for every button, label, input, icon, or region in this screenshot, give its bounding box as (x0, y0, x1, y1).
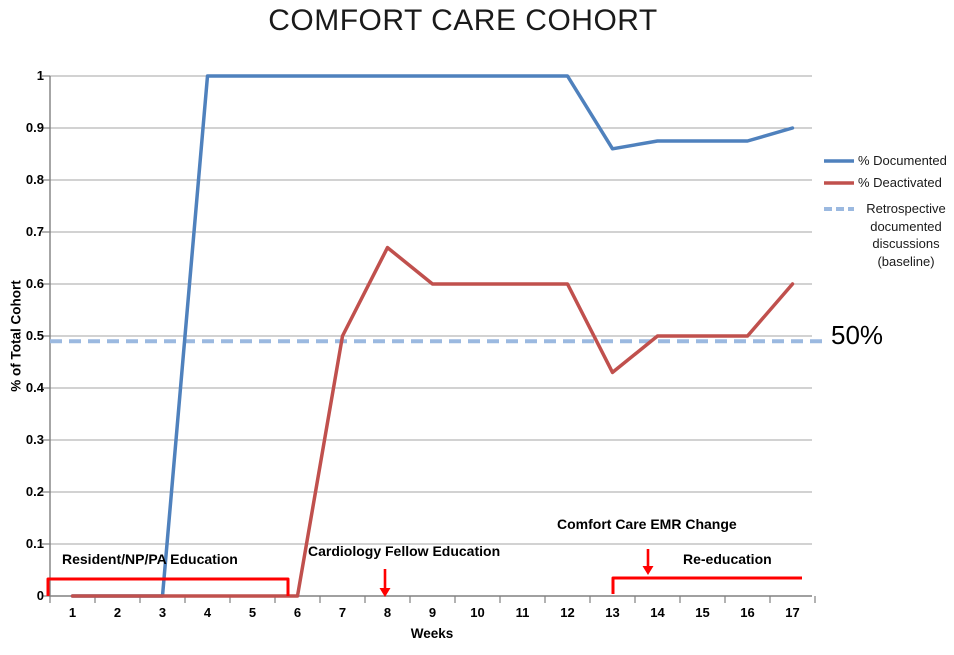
series-line-documented (70, 74, 795, 598)
x-axis-title: Weeks (410, 626, 454, 641)
annotation-comfort-care-emr-change: Comfort Care EMR Change (557, 516, 737, 532)
x-tick-label: 9 (428, 605, 437, 620)
x-tick-label: 12 (560, 605, 575, 620)
legend-item-baseline: Retrospective documented discussions (ba… (823, 200, 954, 270)
x-tick-label: 13 (605, 605, 620, 620)
legend-label-documented: % Documented (858, 153, 947, 168)
x-tick-label: 11 (515, 605, 530, 620)
x-tick-label: 16 (740, 605, 755, 620)
y-tick-label: 0.6 (25, 276, 44, 291)
y-tick-label: 0.4 (25, 380, 44, 395)
cardiology-education-arrow-head (379, 588, 391, 597)
y-tick-label: 0.3 (25, 432, 44, 447)
y-axis-title: % of Total Cohort (8, 280, 24, 392)
annotation-cardiology-fellow-education: Cardiology Fellow Education (308, 543, 501, 559)
x-tick-label: 5 (248, 605, 257, 620)
y-tick-label: 1 (36, 68, 44, 83)
y-tick-label: 0.5 (25, 328, 44, 343)
legend-dashed-line-icon (824, 207, 854, 211)
x-tick-label: 17 (785, 605, 800, 620)
y-tick-label: 0.7 (25, 224, 44, 239)
legend-item-deactivated: % Deactivated (823, 174, 942, 191)
baseline-value-label: 50% (831, 320, 884, 350)
chart-title: COMFORT CARE COHORT (268, 4, 658, 37)
y-tick-label: 0.2 (25, 484, 44, 499)
x-tick-label: 6 (293, 605, 302, 620)
x-tick-label: 8 (383, 605, 392, 620)
emr-change-arrow-head (642, 566, 654, 575)
y-tick-label: 0.1 (25, 536, 44, 551)
x-tick-label: 14 (650, 605, 665, 620)
series-line-deactivated (70, 245, 795, 598)
x-tick-label: 1 (68, 605, 77, 620)
legend-item-documented: % Documented (823, 152, 947, 169)
x-tick-label: 15 (695, 605, 710, 620)
x-tick-label: 7 (338, 605, 347, 620)
legend-label-deactivated: % Deactivated (858, 175, 942, 190)
y-tick-label: 0.8 (25, 172, 44, 187)
x-tick-label: 10 (470, 605, 485, 620)
y-tick-label: 0 (36, 588, 44, 603)
legend-label-baseline: Retrospective documented discussions (ba… (866, 201, 946, 269)
annotation-resident-education: Resident/NP/PA Education (62, 551, 238, 567)
x-tick-label: 3 (158, 605, 167, 620)
x-tick-label: 2 (113, 605, 122, 620)
x-tick-label: 4 (203, 605, 212, 620)
re-education-bracket (611, 576, 802, 594)
annotation-re-education: Re-education (683, 551, 772, 567)
legend-line-deactivated-icon (824, 180, 854, 185)
y-tick-label: 0.9 (25, 120, 44, 135)
resident-education-bracket (46, 577, 290, 596)
legend-line-documented-icon (824, 158, 854, 163)
